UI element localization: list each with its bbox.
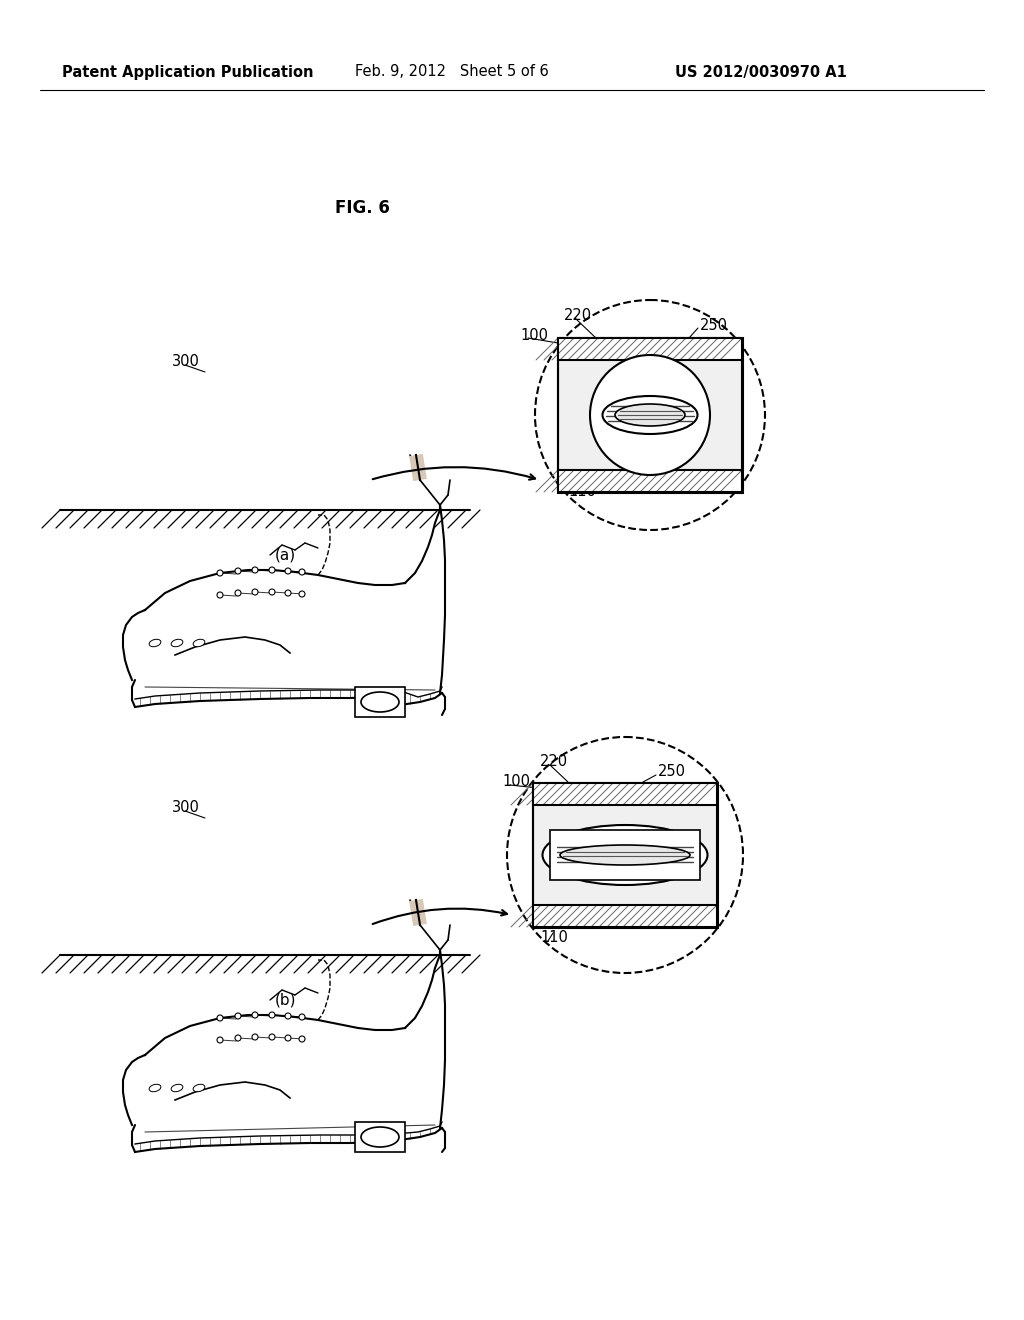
Text: 110: 110 xyxy=(540,931,568,945)
Circle shape xyxy=(252,1012,258,1018)
Circle shape xyxy=(299,1014,305,1020)
Text: 220: 220 xyxy=(540,755,568,770)
Circle shape xyxy=(285,568,291,574)
Circle shape xyxy=(269,568,275,573)
Ellipse shape xyxy=(560,845,690,865)
Circle shape xyxy=(299,591,305,597)
Text: US 2012/0030970 A1: US 2012/0030970 A1 xyxy=(675,65,847,79)
Circle shape xyxy=(234,590,241,597)
Text: 210: 210 xyxy=(714,400,742,416)
Circle shape xyxy=(234,568,241,574)
Ellipse shape xyxy=(543,825,708,884)
Circle shape xyxy=(299,569,305,576)
Bar xyxy=(355,686,406,717)
Ellipse shape xyxy=(150,639,161,647)
Circle shape xyxy=(234,1035,241,1041)
Bar xyxy=(558,338,743,360)
Bar xyxy=(558,470,743,492)
Circle shape xyxy=(285,1012,291,1019)
Circle shape xyxy=(217,1015,223,1020)
Circle shape xyxy=(217,570,223,576)
Ellipse shape xyxy=(602,396,697,434)
Text: Patent Application Publication: Patent Application Publication xyxy=(62,65,313,79)
Text: 100: 100 xyxy=(520,327,548,342)
Circle shape xyxy=(269,589,275,595)
Bar xyxy=(558,338,743,492)
Circle shape xyxy=(252,1034,258,1040)
Text: 310: 310 xyxy=(692,873,720,887)
Ellipse shape xyxy=(194,1084,205,1092)
Bar xyxy=(550,830,700,880)
Bar xyxy=(534,783,718,928)
Text: 100: 100 xyxy=(502,775,530,789)
Circle shape xyxy=(285,590,291,597)
Text: (a): (a) xyxy=(274,548,296,562)
Text: 310: 310 xyxy=(714,425,741,440)
Circle shape xyxy=(217,1038,223,1043)
Circle shape xyxy=(217,591,223,598)
Bar xyxy=(534,783,718,805)
Circle shape xyxy=(299,1036,305,1041)
Text: 300: 300 xyxy=(172,355,200,370)
Text: 220: 220 xyxy=(564,308,592,322)
Bar xyxy=(355,1122,406,1152)
Circle shape xyxy=(252,589,258,595)
Circle shape xyxy=(590,355,710,475)
Text: 250: 250 xyxy=(700,318,728,333)
Text: 250: 250 xyxy=(658,764,686,780)
Text: (b): (b) xyxy=(274,993,296,1007)
Text: FIG. 6: FIG. 6 xyxy=(335,199,390,216)
Ellipse shape xyxy=(361,692,399,711)
Text: 110: 110 xyxy=(568,484,596,499)
Ellipse shape xyxy=(361,1127,399,1147)
Text: 300: 300 xyxy=(172,800,200,816)
Ellipse shape xyxy=(194,639,205,647)
Circle shape xyxy=(285,1035,291,1041)
Ellipse shape xyxy=(615,404,685,426)
Text: 230: 230 xyxy=(692,829,720,843)
Circle shape xyxy=(252,568,258,573)
Text: Feb. 9, 2012   Sheet 5 of 6: Feb. 9, 2012 Sheet 5 of 6 xyxy=(355,65,549,79)
Bar xyxy=(534,906,718,927)
Ellipse shape xyxy=(171,639,183,647)
Circle shape xyxy=(234,1012,241,1019)
Circle shape xyxy=(269,1012,275,1018)
Ellipse shape xyxy=(171,1084,183,1092)
Text: 230: 230 xyxy=(714,378,741,392)
Circle shape xyxy=(269,1034,275,1040)
Ellipse shape xyxy=(150,1084,161,1092)
Text: 210: 210 xyxy=(692,850,720,866)
